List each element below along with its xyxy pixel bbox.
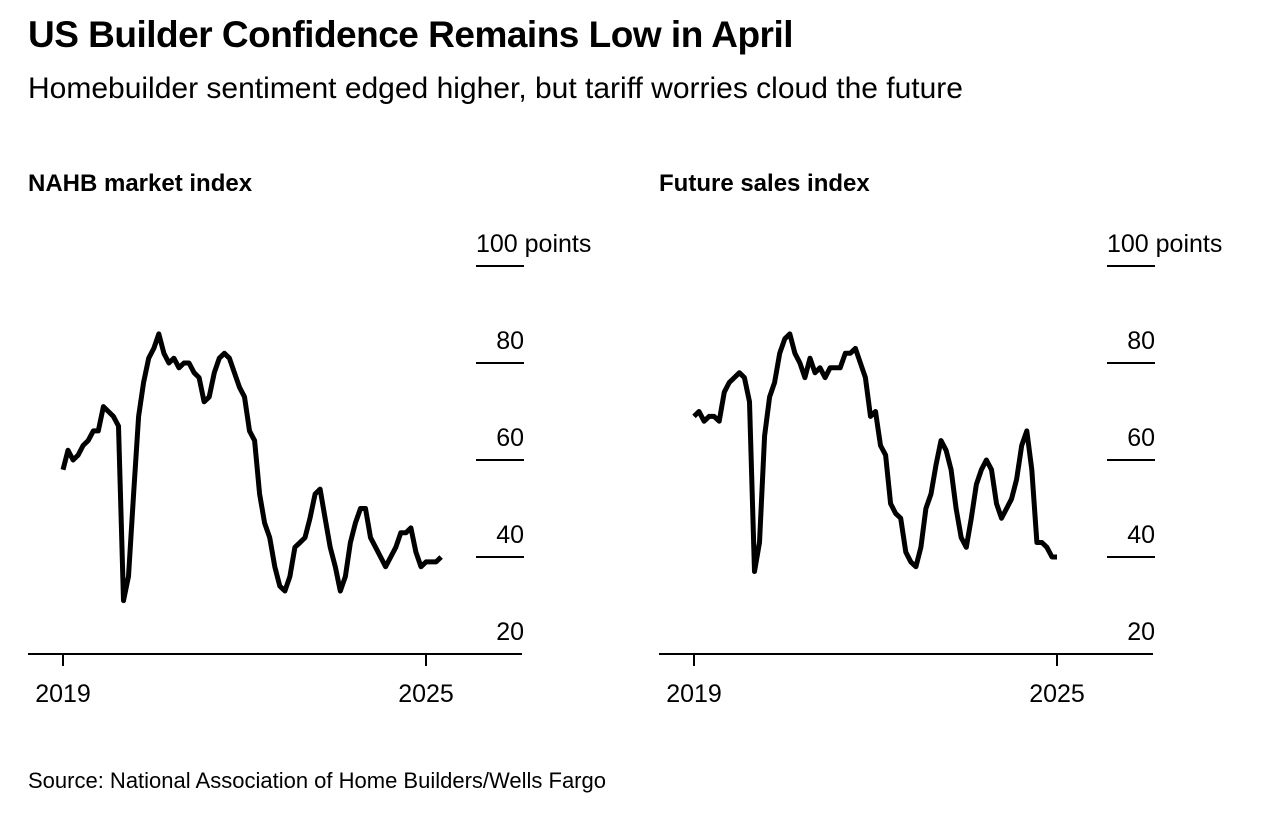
y-tick-label: 100 points	[1107, 230, 1222, 258]
panel-title-nahb: NAHB market index	[28, 170, 253, 197]
y-tick-label: 20	[1127, 618, 1155, 646]
y-tick-label: 100 points	[476, 230, 591, 258]
chart-subtitle: Homebuilder sentiment edged higher, but …	[28, 72, 963, 105]
chart-title: US Builder Confidence Remains Low in Apr…	[28, 14, 794, 55]
x-tick-label: 2019	[35, 680, 91, 708]
y-tick-label: 20	[496, 618, 524, 646]
nahb-market-index-chart: 100 points 80 60 40 20 2019 2025	[28, 230, 591, 708]
x-tick-label: 2025	[1029, 680, 1085, 708]
x-tick-label: 2019	[666, 680, 722, 708]
y-tick-label: 80	[1127, 327, 1155, 355]
y-tick-label: 60	[1127, 424, 1155, 452]
panel-title-future-sales: Future sales index	[659, 170, 870, 197]
y-tick-label: 40	[1127, 521, 1155, 549]
x-tick-label: 2025	[398, 680, 454, 708]
series-line	[692, 331, 1057, 574]
y-tick-label: 60	[496, 424, 524, 452]
y-tick-label: 40	[496, 521, 524, 549]
y-tick-label: 80	[496, 327, 524, 355]
source-note: Source: National Association of Home Bui…	[28, 768, 606, 793]
series-line	[60, 331, 443, 604]
future-sales-index-chart: 100 points 80 60 40 20 2019 2025	[659, 230, 1222, 708]
